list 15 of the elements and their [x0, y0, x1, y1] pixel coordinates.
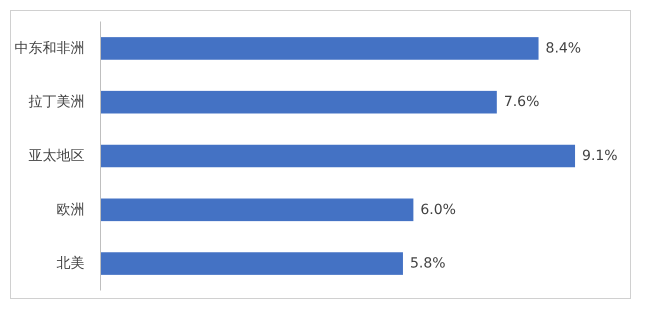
bar	[100, 37, 539, 60]
y-tick-label: 中东和非洲	[14, 40, 84, 56]
bar	[100, 252, 403, 275]
data-label: 9.1%	[582, 148, 618, 164]
y-tick-label: 拉丁美洲	[28, 94, 84, 110]
data-label: 7.6%	[504, 94, 540, 110]
y-tick-label: 北美	[56, 256, 84, 272]
data-label: 8.4%	[546, 40, 582, 56]
bar	[100, 198, 414, 222]
data-label: 5.8%	[410, 256, 446, 272]
bar	[100, 144, 576, 168]
y-tick-label: 亚太地区	[28, 148, 84, 164]
data-label: 6.0%	[420, 202, 456, 218]
y-tick-label: 欧洲	[56, 202, 84, 218]
bar	[100, 90, 497, 114]
